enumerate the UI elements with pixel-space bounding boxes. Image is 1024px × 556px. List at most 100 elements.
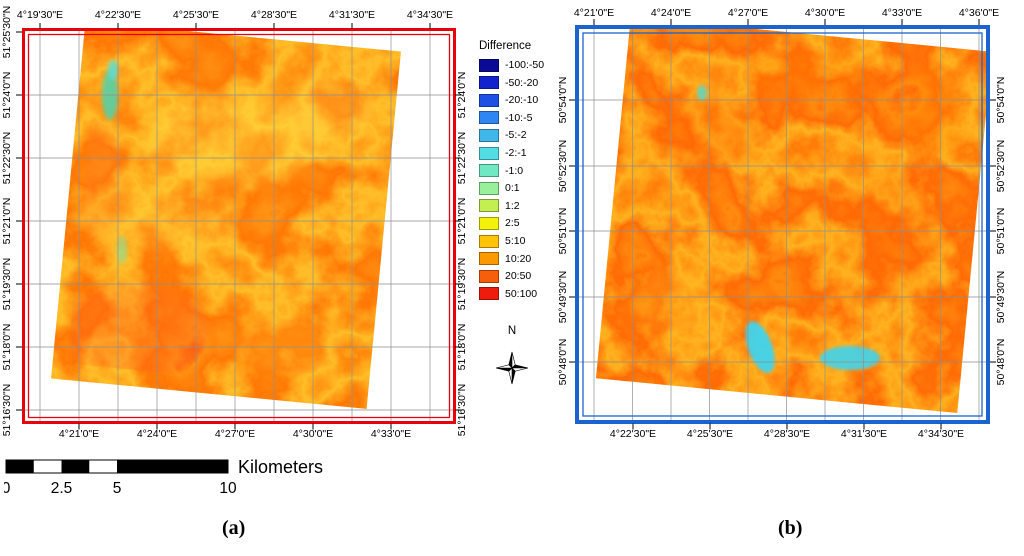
panel-b-map: 4°21'0"E 4°24'0"E 4°27'0"E 4°30'0"E 4°33…	[557, 7, 1007, 440]
legend-swatch	[479, 58, 499, 72]
legend-item: 2:5	[479, 216, 544, 230]
coord-label: 50°51'0"N	[557, 208, 569, 255]
coord-label: 4°28'30"E	[764, 428, 810, 440]
coord-label: 51°22'30"N	[456, 132, 468, 185]
coord-label: 4°31'30"E	[841, 428, 887, 440]
legend-swatch	[479, 76, 499, 90]
raster-a-features	[67, 60, 375, 378]
coord-label: 4°34'30"E	[918, 428, 964, 440]
map-frame-b-outer	[575, 25, 990, 424]
coord-label: 51°25'30"N	[1, 6, 13, 59]
north-arrow: N	[495, 325, 529, 385]
coord-label: 50°49'30"N	[995, 271, 1007, 324]
caption-b: (b)	[778, 517, 803, 539]
coord-label: 4°33'0"E	[882, 7, 922, 19]
coord-label: 50°52'30"N	[557, 140, 569, 193]
legend-item-label: 0:1	[505, 182, 520, 195]
tick-marks-b	[569, 19, 996, 430]
legend-swatch	[479, 252, 499, 266]
coord-label: 4°30'0"E	[293, 428, 333, 440]
legend-item: -10:-5	[479, 111, 544, 125]
legend-item: -100:-50	[479, 58, 545, 72]
coord-label: 50°54'0"N	[557, 77, 569, 124]
legend-swatch	[479, 269, 499, 283]
difference-legend: Difference -100:-50 -50:-20 -20:-10 -10:…	[479, 40, 545, 301]
legend-item-label: 10:20	[505, 252, 532, 265]
coord-label: 51°19'30"N	[1, 258, 13, 311]
legend-item: 1:2	[479, 199, 544, 213]
raster-b	[577, 27, 987, 421]
legend-item-label: -100:-50	[505, 59, 545, 72]
legend-item-label: 1:2	[505, 199, 520, 212]
map-frame-a-inner	[27, 33, 451, 419]
legend-item-label: 20:50	[505, 270, 532, 283]
coord-label: 4°19'30"E	[17, 9, 63, 21]
legend-title: Difference	[479, 40, 532, 52]
coord-label: 51°21'0"N	[1, 198, 13, 245]
coord-label: 4°36'0"E	[959, 7, 999, 19]
coord-label: 4°27'0"E	[215, 428, 255, 440]
legend-item: 20:50	[479, 269, 544, 283]
coord-label: 4°22'30"E	[610, 428, 656, 440]
legend-item: -20:-10	[479, 93, 544, 107]
legend-item: 5:10	[479, 234, 544, 248]
coord-label: 4°22'30"E	[95, 9, 141, 21]
legend-item-label: -2:-1	[505, 147, 527, 160]
legend-item: 50:100	[479, 287, 544, 301]
coord-label: 4°24'0"E	[137, 428, 177, 440]
coord-label: 50°51'0"N	[995, 208, 1007, 255]
legend-item: -5:-2	[479, 128, 544, 142]
legend-swatch	[479, 111, 499, 125]
legend-item: -50:-20	[479, 76, 544, 90]
coord-label: 50°52'30"N	[995, 140, 1007, 193]
legend-swatch	[479, 234, 499, 248]
map-frame-b-inner	[582, 32, 983, 417]
scale-tick-label: 2.5	[51, 480, 73, 497]
scale-tick-label: 0	[4, 480, 11, 497]
coord-label: 51°22'30"N	[1, 132, 13, 185]
legend-item-label: 5:10	[505, 235, 526, 248]
coord-label: 50°48'0"N	[557, 339, 569, 386]
coord-label: 4°31'30"E	[329, 9, 375, 21]
legend-swatch	[479, 216, 499, 230]
scale-unit-label: Kilometers	[238, 457, 323, 477]
legend-swatch	[479, 199, 499, 213]
legend-item-label: -10:-5	[505, 111, 533, 124]
legend-item-label: -5:-2	[505, 129, 527, 142]
legend-item: 10:20	[479, 252, 544, 266]
coord-label: 50°54'0"N	[995, 77, 1007, 124]
coord-label: 4°24'0"E	[651, 7, 691, 19]
scale-tick-label: 5	[113, 480, 122, 497]
coord-label: 51°21'0"N	[456, 198, 468, 245]
north-label: N	[508, 325, 516, 337]
compass-star-icon	[495, 351, 529, 385]
coord-label: 51°18'0"N	[456, 324, 468, 371]
legend-item-label: 50:100	[505, 287, 538, 300]
scale-tick-label: 10	[219, 480, 237, 497]
map-frame-a-outer	[22, 28, 456, 424]
coord-label: 4°27'0"E	[728, 7, 768, 19]
legend-swatch	[479, 93, 499, 107]
coord-label: 50°49'30"N	[557, 271, 569, 324]
coord-label: 4°25'30"E	[687, 428, 733, 440]
legend-swatch	[479, 287, 499, 301]
coord-label: 4°25'30"E	[173, 9, 219, 21]
caption-a: (a)	[222, 517, 246, 539]
scale-bar-segments	[6, 460, 228, 473]
coord-label: 51°19'30"N	[456, 258, 468, 311]
coord-label: 4°34'30"E	[407, 9, 453, 21]
panel-a-map: 4°19'30"E 4°22'30"E 4°25'30"E 4°28'30"E …	[1, 6, 468, 440]
graticule-b	[577, 27, 987, 421]
coord-label: 50°48'0"N	[995, 339, 1007, 386]
legend-item-label: 2:5	[505, 217, 520, 230]
graticule-a	[24, 31, 453, 421]
legend-item-label: -20:-10	[505, 94, 539, 107]
legend-swatch	[479, 164, 499, 178]
coord-label: 51°18'0"N	[1, 324, 13, 371]
coord-label: 4°30'0"E	[805, 7, 845, 19]
coord-label: 4°21'0"E	[59, 428, 99, 440]
scale-bar: 0 2.5 5 10 Kilometers	[4, 457, 323, 497]
legend-swatch	[479, 146, 499, 160]
legend-item-label: -1:0	[505, 164, 524, 177]
